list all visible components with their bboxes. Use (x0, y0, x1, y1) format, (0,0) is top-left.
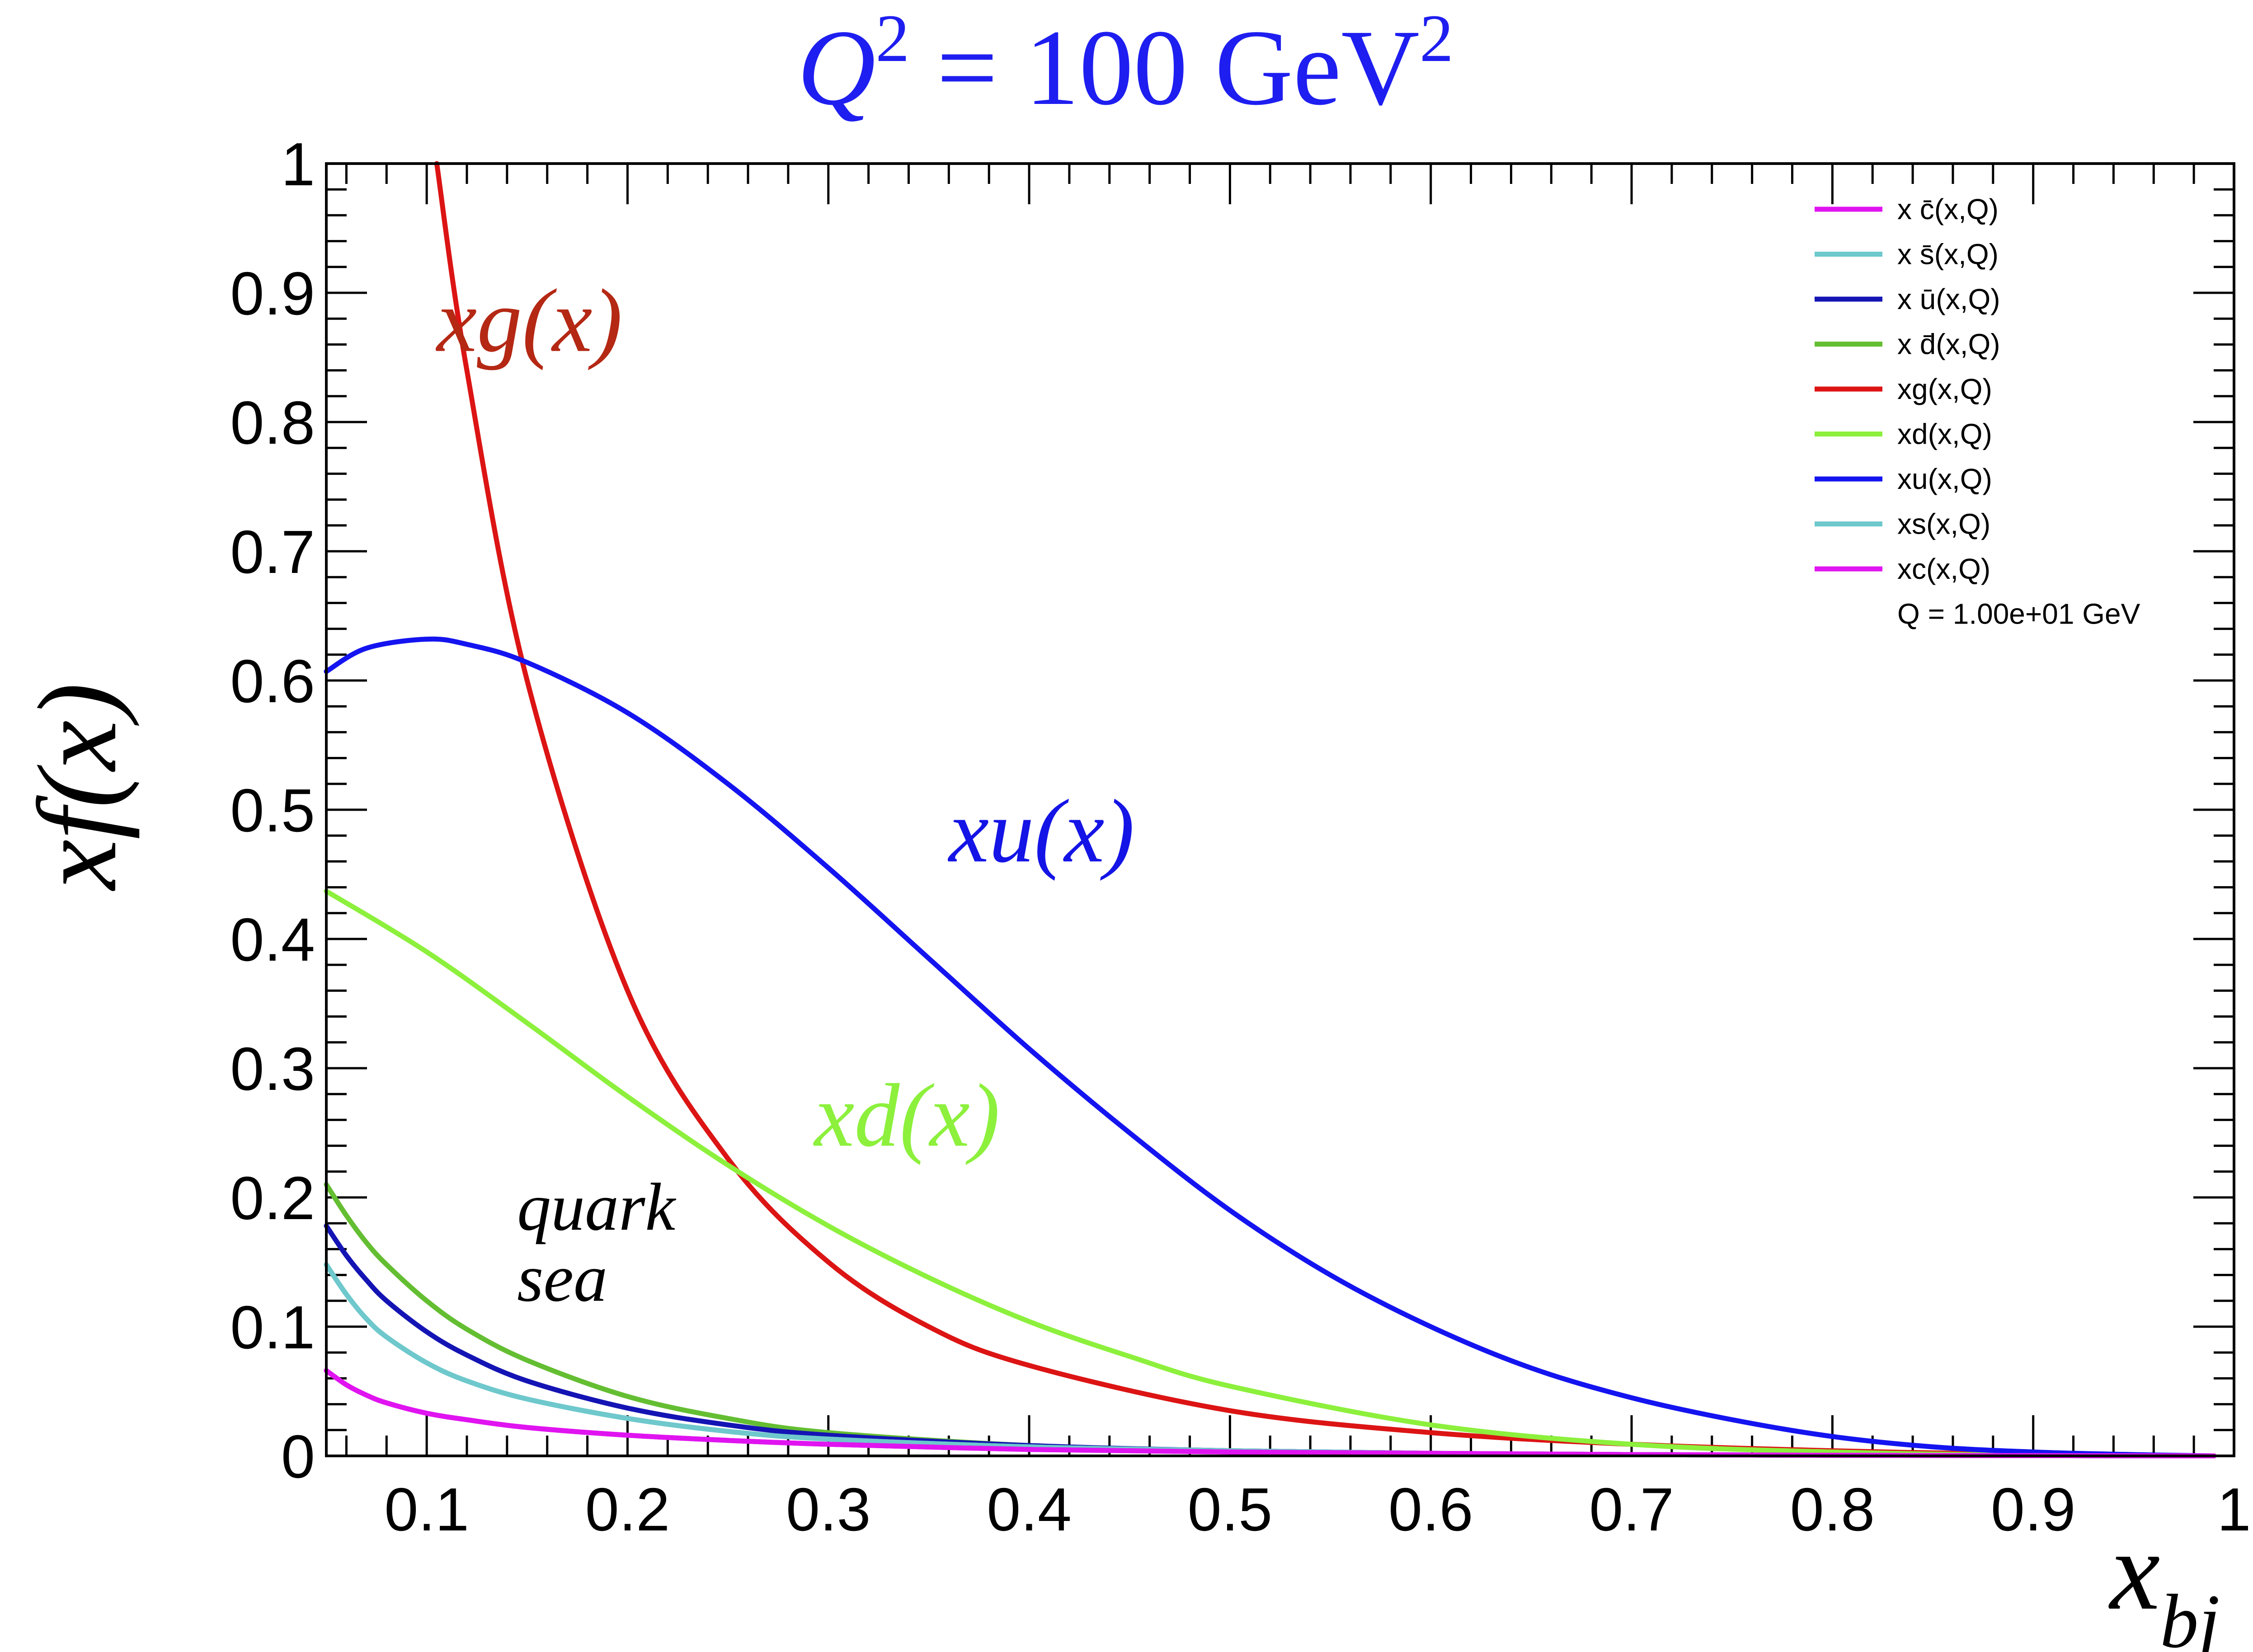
x-tick-label: 0.4 (987, 1475, 1072, 1544)
x-tick-label: 0.6 (1388, 1475, 1473, 1544)
x-tick-label: 0.9 (1991, 1475, 2076, 1544)
y-tick-label: 0.6 (230, 647, 315, 715)
y-tick-label: 0 (281, 1422, 315, 1491)
legend-label-d: xd(x,Q) (1897, 418, 1992, 451)
y-tick-label: 0.2 (230, 1164, 315, 1232)
plot-area: 0.1 0.2 0.3 0.4 0.5 0.6 0.7 0.8 0.9 1 0 0.1 0.2 0.3 0.… (230, 130, 2251, 1544)
y-tick-label: 0.4 (230, 906, 315, 974)
x-tick-label: 0.2 (585, 1475, 670, 1544)
legend-label-ubar: x ū(x,Q) (1897, 283, 2000, 315)
series-line-s (324, 1262, 2217, 1459)
legend-label-c: xc(x,Q) (1897, 553, 1990, 585)
y-tick-label: 1 (281, 130, 315, 198)
x-tick-label: 1 (2217, 1475, 2251, 1544)
series-line-u (324, 636, 2217, 1459)
y-tick-label: 0.7 (230, 518, 315, 586)
legend-label-s: xs(x,Q) (1897, 508, 1990, 540)
series-line-d (324, 888, 2217, 1459)
plot-frame (325, 162, 2235, 1457)
x-tick-label: 0.8 (1790, 1475, 1875, 1544)
series-line-ubar (324, 1223, 2217, 1459)
x-tick-label: 0.7 (1589, 1475, 1674, 1544)
y-tick-label: 0.1 (230, 1293, 315, 1361)
y-tick-label: 0.5 (230, 776, 315, 845)
x-axis-label: xbj (2108, 1508, 2220, 1652)
x-tick-label: 0.1 (384, 1475, 469, 1544)
legend-label-dbar: x d̄(x,Q) (1897, 328, 2000, 361)
legend-label-sbar: x s̄(x,Q) (1897, 238, 1999, 271)
x-tick-label: 0.3 (786, 1475, 871, 1544)
annotation-sea: sea (517, 1241, 607, 1316)
series-line-sbar (324, 1262, 2217, 1459)
tick-labels: 0.1 0.2 0.3 0.4 0.5 0.6 0.7 0.8 0.9 1 0 0.1 0.2 0.3 0.… (230, 130, 2251, 1544)
annotation-xg: xg(x) (435, 271, 622, 371)
y-tick-label: 0.8 (230, 389, 315, 457)
legend-note: Q = 1.00e+01 GeV (1897, 598, 2140, 630)
annotation-xd: xd(x) (813, 1066, 1000, 1166)
y-tick-label: 0.9 (230, 259, 315, 328)
annotation-quark: quark (517, 1170, 676, 1245)
legend-label-g: xg(x,Q) (1897, 373, 1992, 405)
chart-title: Q2 = 100 GeV2 (797, 1, 1453, 127)
legend: x c̄(x,Q) x s̄(x,Q) x ū(x,Q) x d̄(x,Q) xg(x,… (1815, 193, 2140, 630)
legend-label-u: xu(x,Q) (1897, 463, 1992, 495)
x-tick-label: 0.5 (1188, 1475, 1273, 1544)
y-tick-label: 0.3 (230, 1035, 315, 1103)
legend-label-cbar: x c̄(x,Q) (1897, 193, 1999, 225)
y-axis-label: xf(x) (15, 683, 140, 892)
annotation-xu: xu(x) (947, 781, 1134, 881)
